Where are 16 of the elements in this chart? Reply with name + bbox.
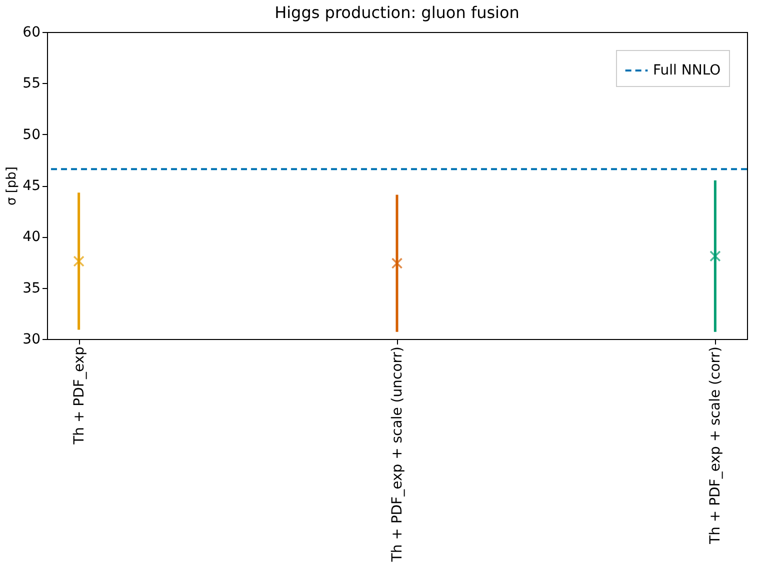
x-tick-label: Th + PDF_exp + scale (corr) (708, 346, 724, 545)
y-tick-label: 35 (22, 280, 40, 296)
y-tick-label: 55 (22, 76, 40, 92)
legend-label: Full NNLO (653, 62, 721, 78)
point (73, 256, 84, 267)
y-axis-title: σ [pb] (4, 166, 20, 206)
chart-title: Higgs production: gluon fusion (274, 3, 520, 22)
y-tick-label: 50 (22, 126, 40, 143)
x-tick-label: Th + PDF_exp (71, 346, 88, 446)
x-tick-label: Th + PDF_exp + scale (uncorr) (390, 346, 406, 563)
y-tick-label: 60 (22, 24, 40, 40)
y-tick-label: 40 (22, 229, 40, 246)
point (391, 258, 403, 269)
y-tick-label: 30 (22, 332, 40, 348)
point (710, 250, 721, 262)
y-tick-label: 45 (22, 178, 40, 194)
